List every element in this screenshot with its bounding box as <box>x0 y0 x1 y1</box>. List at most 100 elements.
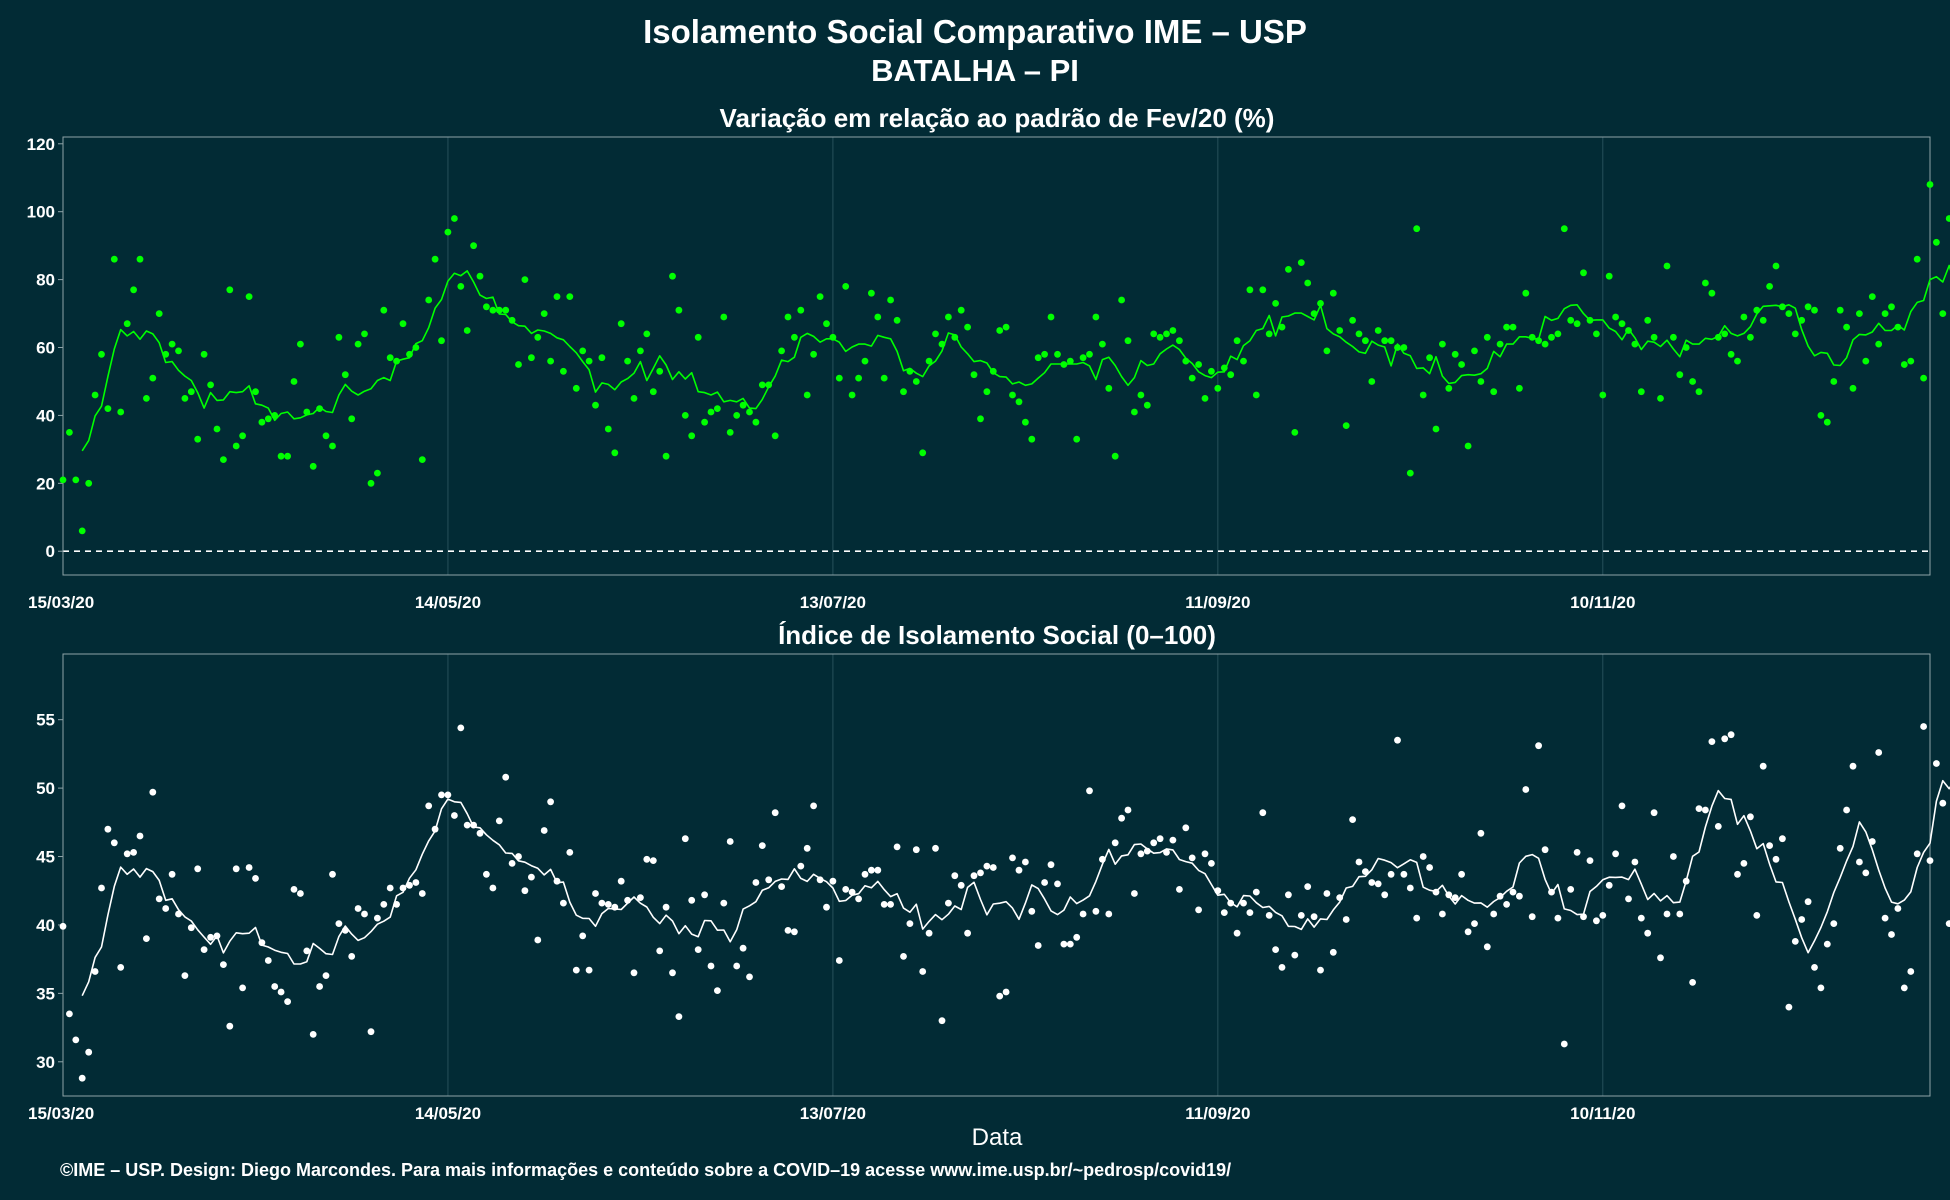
y-tick-label: 50 <box>36 779 55 798</box>
data-point <box>630 969 638 977</box>
data-point <box>335 920 343 927</box>
data-point <box>739 944 747 952</box>
data-point <box>1188 854 1196 862</box>
data-point <box>1387 870 1395 878</box>
data-point <box>1111 839 1119 847</box>
data-point <box>848 391 856 399</box>
data-point <box>1265 330 1273 338</box>
data-point <box>220 961 227 968</box>
data-point <box>1695 805 1703 812</box>
data-point <box>1605 881 1613 889</box>
data-point <box>1933 238 1940 246</box>
data-point <box>714 987 721 994</box>
data-point <box>1650 333 1658 341</box>
data-point <box>669 272 676 280</box>
y-tick-label: 100 <box>27 203 55 222</box>
data-point <box>1342 916 1350 923</box>
data-point <box>880 901 888 908</box>
data-point <box>1823 940 1831 948</box>
data-point <box>348 953 356 960</box>
data-point <box>438 337 445 345</box>
data-point <box>1650 809 1658 817</box>
y-tick-label: 60 <box>36 339 55 358</box>
data-point <box>752 418 760 426</box>
data-point <box>1240 357 1247 365</box>
data-point <box>1022 418 1029 426</box>
data-point <box>694 333 702 341</box>
data-point <box>707 408 715 416</box>
data-point <box>1304 279 1312 287</box>
data-point <box>1310 913 1318 921</box>
x-tick-label: 15/03/20 <box>28 1104 94 1123</box>
data-point <box>1214 384 1222 392</box>
data-point <box>59 922 67 930</box>
data-point <box>547 357 554 365</box>
data-point <box>791 928 798 936</box>
data-point <box>245 864 253 871</box>
data-point <box>1054 880 1061 888</box>
data-point <box>534 936 542 944</box>
data-point <box>1560 225 1568 233</box>
x-tick-label: 13/07/20 <box>800 1104 866 1123</box>
data-point <box>649 857 657 864</box>
data-point <box>1644 929 1652 937</box>
data-point <box>1599 391 1607 399</box>
data-point <box>900 953 907 960</box>
data-point <box>149 788 157 796</box>
data-point <box>855 895 862 903</box>
data-point <box>1702 279 1709 287</box>
data-point <box>1785 310 1793 317</box>
data-point <box>130 849 138 856</box>
data-point <box>707 962 715 970</box>
data-point <box>1150 839 1158 847</box>
data-point <box>1464 442 1472 450</box>
data-point <box>1785 1003 1793 1011</box>
data-point <box>1406 469 1414 477</box>
data-point <box>245 293 253 300</box>
data-point <box>604 425 612 433</box>
data-point <box>1073 933 1081 941</box>
data-point <box>1856 310 1863 317</box>
data-point <box>1381 891 1389 899</box>
data-point <box>316 405 323 412</box>
y-tick-label: 45 <box>36 848 55 867</box>
data-point <box>297 340 304 348</box>
data-point <box>1439 340 1446 348</box>
data-point <box>98 350 105 358</box>
data-point <box>1349 316 1356 324</box>
data-point <box>1252 888 1260 896</box>
data-point <box>1714 333 1722 341</box>
data-point <box>1291 429 1299 436</box>
data-point <box>508 860 516 867</box>
data-point <box>309 462 317 470</box>
data-point <box>1567 316 1575 324</box>
data-point <box>341 371 349 379</box>
data-point <box>290 886 298 893</box>
data-point <box>143 395 150 402</box>
data-point <box>1483 943 1491 951</box>
data-point <box>187 388 195 396</box>
data-point <box>688 896 696 904</box>
data-point <box>1689 979 1696 986</box>
data-point <box>540 827 548 834</box>
data-point <box>1227 371 1235 379</box>
data-point <box>1926 857 1934 864</box>
data-point <box>945 313 952 321</box>
data-point <box>175 347 182 355</box>
data-point <box>399 320 407 328</box>
data-point <box>964 323 971 331</box>
data-point <box>868 866 875 874</box>
data-point <box>1169 836 1177 844</box>
data-point <box>1528 913 1536 921</box>
data-point <box>1721 330 1729 338</box>
data-point <box>938 1017 946 1025</box>
data-point <box>739 401 747 409</box>
data-point <box>1015 866 1023 874</box>
data-point <box>162 905 170 912</box>
data-point <box>130 286 138 294</box>
variation-panel: 15/03/20 14/05/20 13/07/20 11/09/20 10/11/20… <box>27 135 1950 612</box>
data-point <box>59 476 67 484</box>
data-point <box>919 968 927 975</box>
data-point <box>701 418 708 426</box>
data-point <box>1888 303 1895 311</box>
